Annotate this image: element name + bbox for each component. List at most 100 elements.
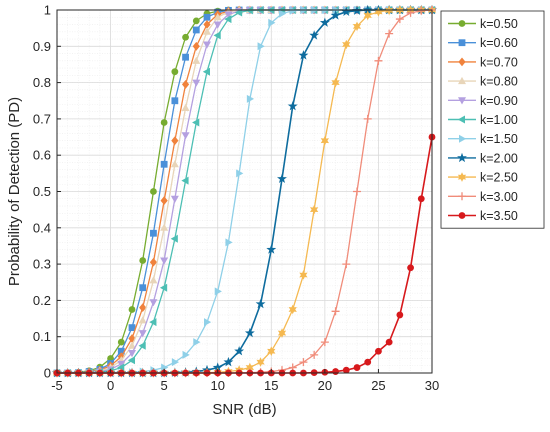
data-point <box>417 195 425 203</box>
data-point <box>266 244 277 254</box>
data-point <box>212 362 223 372</box>
data-point <box>160 160 168 168</box>
data-point <box>363 10 372 21</box>
data-point <box>138 330 147 338</box>
major-grid <box>56 9 433 374</box>
y-tick-label: 0.3 <box>33 257 51 272</box>
data-point <box>117 338 125 346</box>
legend-item: k=1.50 <box>448 132 518 146</box>
legend-marker <box>458 212 466 219</box>
data-point <box>192 56 201 64</box>
x-tick-label: 20 <box>318 378 332 393</box>
legend-label: k=2.00 <box>480 151 518 165</box>
x-tick-label: 25 <box>371 378 385 393</box>
data-point <box>171 136 179 146</box>
x-tick-label: -5 <box>51 378 63 393</box>
data-point <box>320 135 330 146</box>
legend-marker <box>458 192 466 201</box>
legend-marker <box>458 97 466 105</box>
data-point <box>192 26 200 34</box>
y-tick-label: 0.8 <box>33 75 51 90</box>
data-point <box>213 21 222 29</box>
y-tick-label: 0.5 <box>33 184 51 199</box>
legend-item: k=2.00 <box>448 151 518 165</box>
y-tick-label: 0.7 <box>33 111 51 126</box>
data-point <box>342 39 351 50</box>
data-point <box>203 27 211 35</box>
data-point <box>309 30 320 40</box>
data-point <box>257 42 265 51</box>
legend-marker <box>457 172 467 182</box>
data-point <box>244 327 255 338</box>
data-point <box>170 234 178 243</box>
data-point <box>320 338 329 347</box>
data-point <box>353 364 361 371</box>
legend-item: k=0.70 <box>448 55 518 69</box>
legend-item: k=2.50 <box>448 171 518 185</box>
data-point <box>150 188 157 195</box>
data-point <box>234 346 245 356</box>
data-point <box>202 67 210 76</box>
legend-marker <box>458 39 466 47</box>
data-point <box>160 119 168 126</box>
x-tick-label: 30 <box>425 378 439 393</box>
y-tick-label: 1 <box>44 3 51 18</box>
y-tick-label: 0.2 <box>33 293 51 308</box>
data-point <box>149 276 158 284</box>
data-point <box>309 204 319 215</box>
data-point <box>225 238 233 247</box>
x-tick-label: 15 <box>264 378 278 393</box>
data-point <box>374 7 383 17</box>
data-point <box>160 196 168 205</box>
legend-label: k=0.60 <box>480 36 518 50</box>
data-point <box>170 195 179 203</box>
data-point <box>331 307 340 316</box>
data-point <box>117 360 126 369</box>
data-point <box>417 6 426 15</box>
data-point <box>279 9 287 18</box>
y-tick-label: 0.6 <box>33 148 51 163</box>
data-point <box>159 283 168 292</box>
data-point <box>204 318 212 327</box>
legend-label: k=2.50 <box>480 171 518 185</box>
x-tick-label: 5 <box>161 378 168 393</box>
legend-label: k=0.90 <box>480 94 518 108</box>
data-point <box>139 303 147 313</box>
data-point <box>161 363 169 372</box>
data-point <box>128 350 136 358</box>
data-point <box>128 306 136 313</box>
data-point <box>352 21 362 32</box>
legend-label: k=0.50 <box>480 17 518 31</box>
x-axis-ticks: -5 0 5 10 15 20 25 30 <box>51 369 439 393</box>
data-point <box>192 118 200 127</box>
data-point <box>203 13 211 21</box>
data-point <box>374 56 383 65</box>
data-point <box>407 264 414 272</box>
data-point <box>149 299 158 307</box>
data-point <box>192 79 201 87</box>
legend: k=0.50 k=0.60 k=0.70 k=0.80 k=0.90 k=1.00 k=1.… <box>440 10 545 229</box>
y-tick-label: 0.1 <box>33 329 51 344</box>
data-point <box>160 257 169 265</box>
data-point <box>395 15 404 24</box>
data-point <box>342 260 351 269</box>
legend-item: k=3.50 <box>448 209 518 223</box>
y-tick-label: 0 <box>44 366 51 381</box>
data-point <box>181 132 190 140</box>
x-tick-label: 0 <box>107 378 114 393</box>
data-point <box>149 318 157 327</box>
data-point <box>310 350 319 359</box>
legend-label: k=3.00 <box>480 190 518 204</box>
data-point <box>149 257 158 267</box>
data-point <box>246 94 255 103</box>
data-point <box>289 6 297 15</box>
data-point <box>127 356 135 365</box>
legend-item: k=0.50 <box>448 17 518 31</box>
data-point <box>138 341 146 350</box>
data-point <box>363 114 372 123</box>
data-point <box>128 324 136 332</box>
data-point <box>171 358 180 367</box>
data-point <box>236 169 244 178</box>
x-tick-label: 10 <box>210 378 224 393</box>
data-point <box>255 298 266 309</box>
